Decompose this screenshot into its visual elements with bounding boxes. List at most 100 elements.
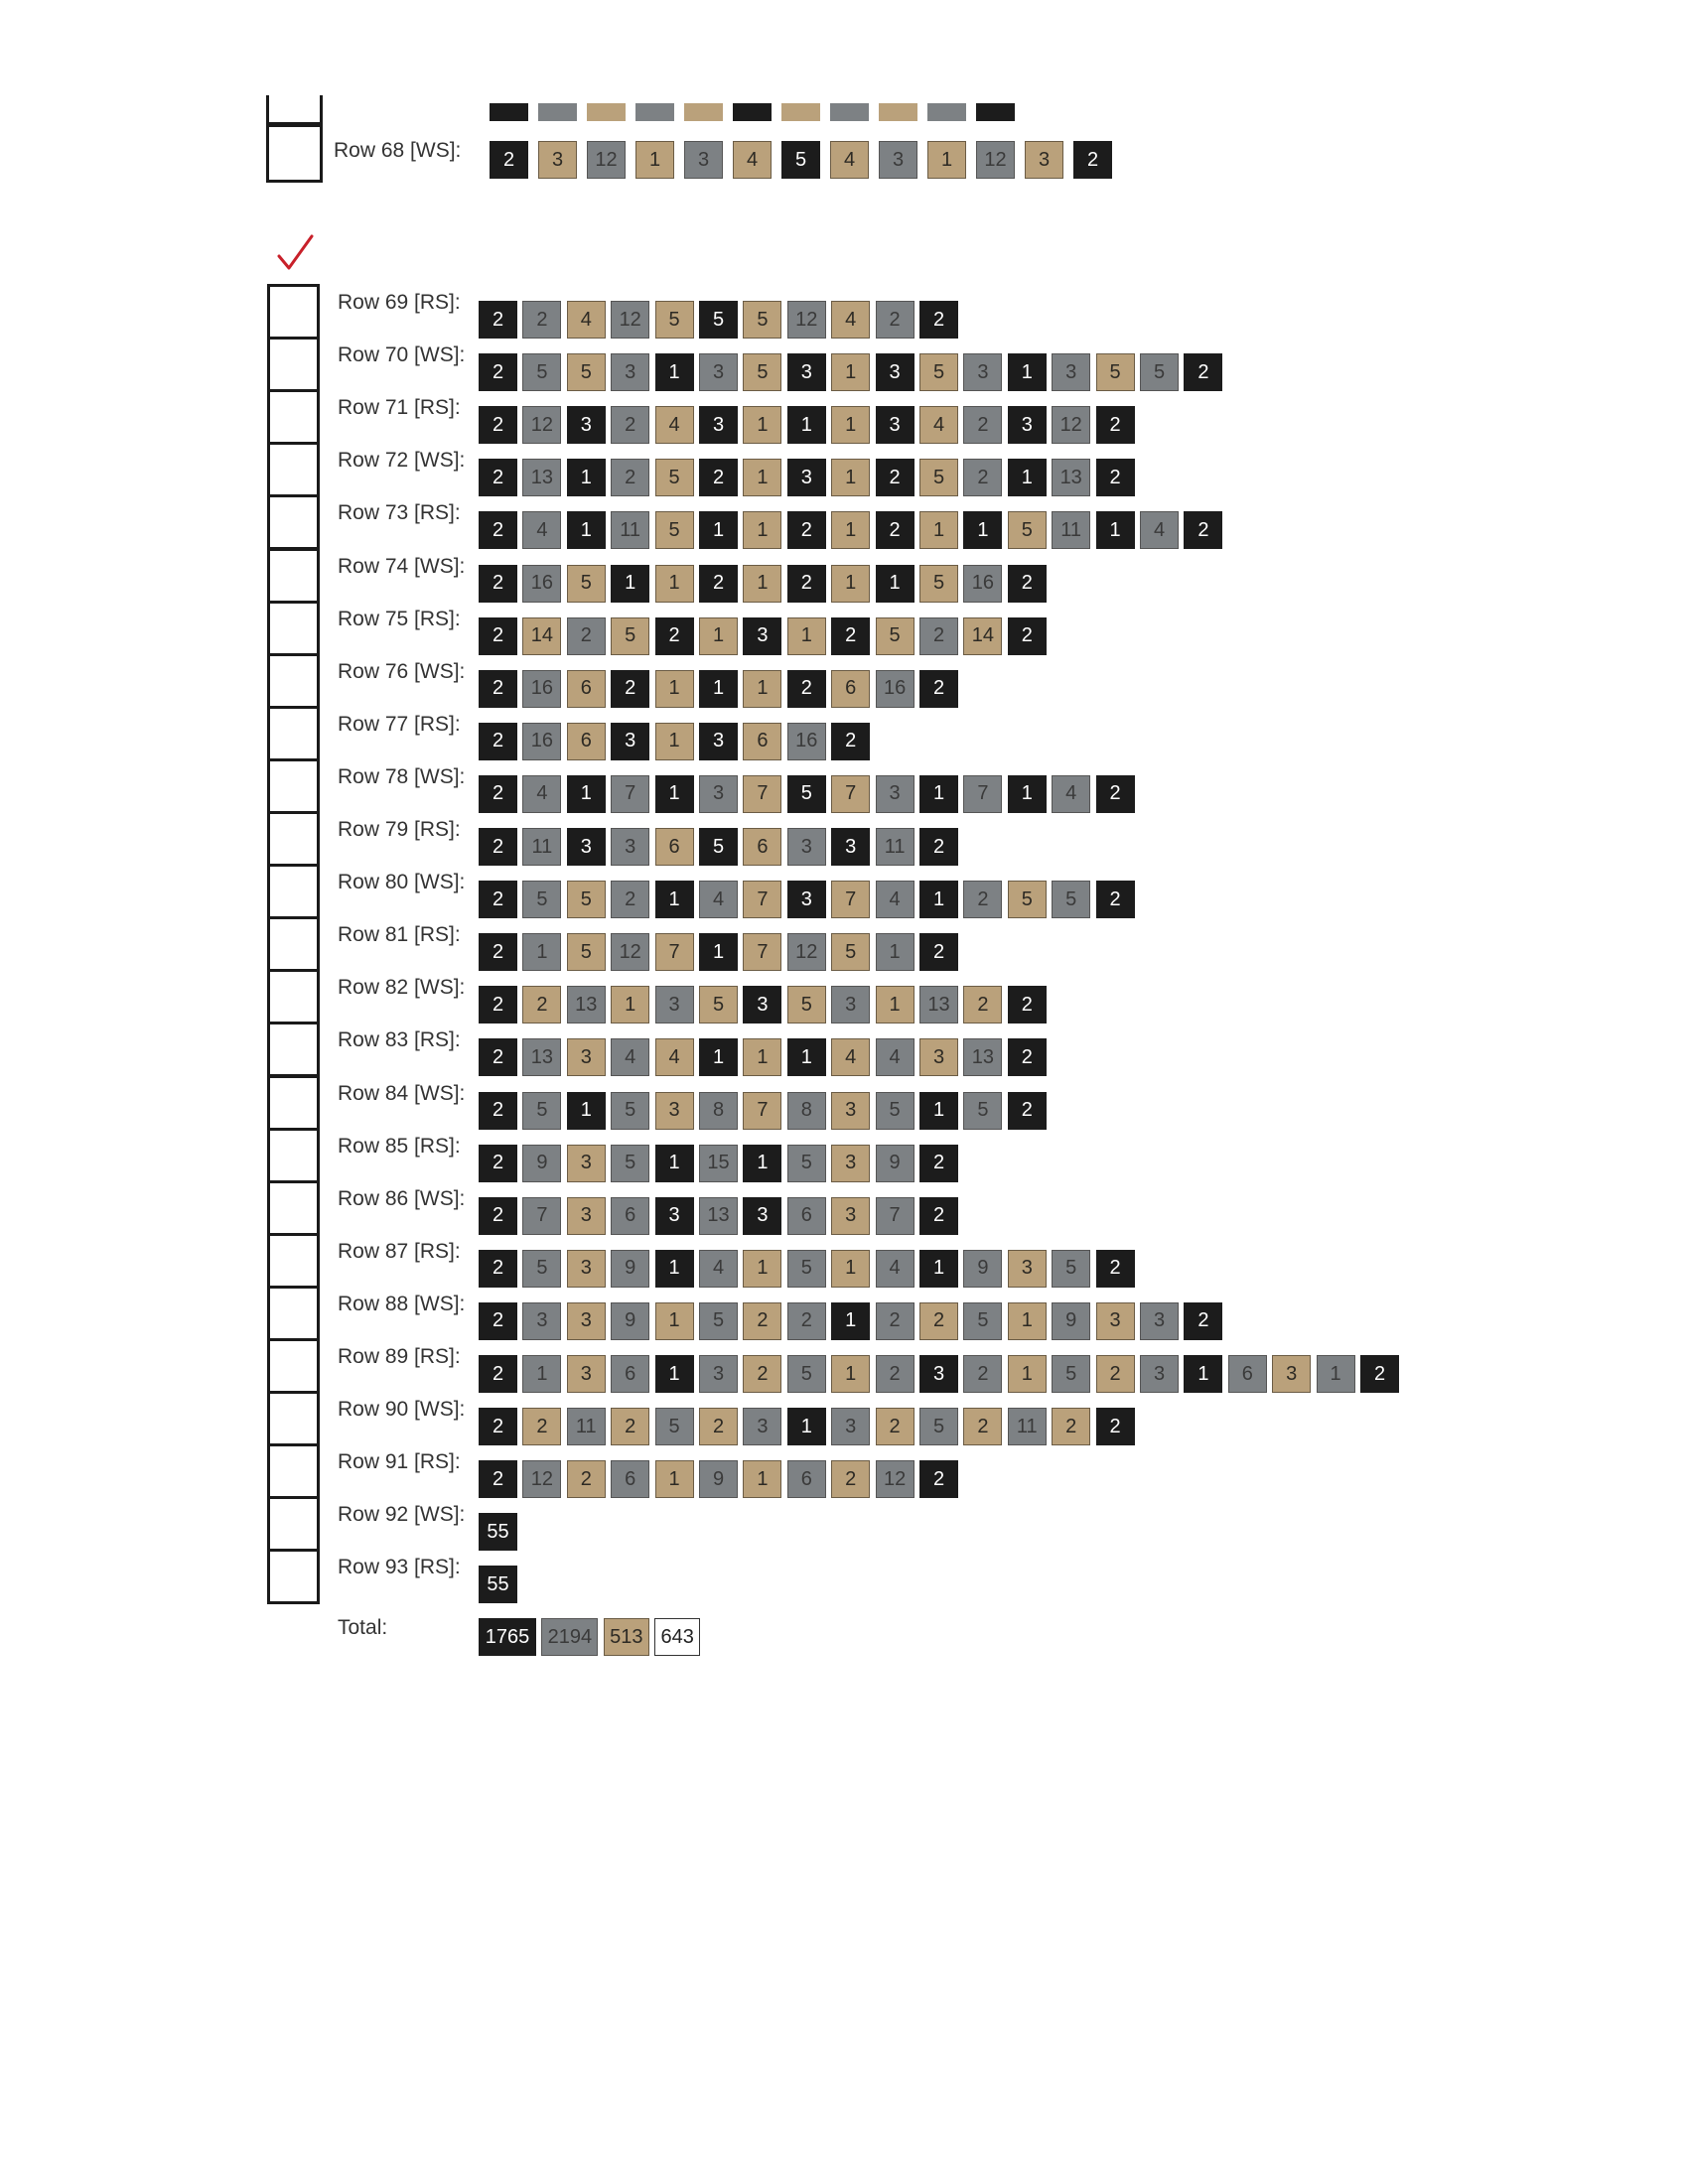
checkbox [267, 969, 320, 1025]
stitch-cell: 6 [786, 1196, 826, 1235]
stitch-cell: 9 [963, 1249, 1003, 1288]
stitch-cell: 1 [654, 1144, 694, 1182]
stitch-cell: 3 [831, 1196, 871, 1235]
stitch-cell: 1 [1007, 1301, 1047, 1340]
stitch-cell: 2 [919, 933, 958, 972]
stitch-cell: 3 [699, 774, 738, 813]
stitch-cell: 3 [831, 828, 871, 866]
stitch-cell: 1 [831, 1249, 871, 1288]
row-label: Row 78 [WS]: [338, 764, 466, 788]
stitch-cell: 3 [875, 774, 914, 813]
stitch-cell: 4 [831, 1038, 871, 1077]
stitch-cell: 2 [1095, 406, 1135, 445]
stitch-cell: 1 [1184, 1355, 1223, 1393]
stitch-cell: 1 [875, 986, 914, 1024]
stitch-cell: 1 [654, 774, 694, 813]
stitch-cell: 1 [654, 881, 694, 919]
stitch-cell: 2 [743, 1355, 782, 1393]
stitch-cell: 1 [743, 511, 782, 550]
stitch-cell: 5 [1052, 881, 1091, 919]
row-label: Row 91 [RS]: [338, 1450, 461, 1474]
stitch-cell: 2 [1007, 564, 1047, 603]
stitch-cell: 5 [699, 1301, 738, 1340]
stitch-cell: 3 [786, 828, 826, 866]
row-label: Row 69 [RS]: [338, 291, 461, 314]
row-label: Row 82 [WS]: [338, 976, 466, 1000]
stitch-cell: 5 [654, 301, 694, 339]
stitch-cell: 2 [743, 1301, 782, 1340]
stitch-cell: 3 [566, 1249, 606, 1288]
stitch-cell: 9 [699, 1460, 738, 1499]
stitch-cell: 3 [1140, 1301, 1179, 1340]
stitch-cell: 2 [963, 1408, 1003, 1446]
stitch-cell: 2 [699, 459, 738, 497]
stitch-cell: 3 [611, 353, 650, 392]
stitch-cell: 3 [831, 1408, 871, 1446]
checkbox [267, 547, 320, 604]
stitch-cell: 3 [1052, 353, 1091, 392]
stitch-cell: 3 [611, 828, 650, 866]
checkbox [266, 124, 323, 183]
stitch-cell: 5 [654, 459, 694, 497]
stitch-cell: 3 [743, 1196, 782, 1235]
stitch-cell: 2 [479, 1355, 517, 1393]
stitch-cell: 2 [699, 1408, 738, 1446]
stitch-cell: 2 [919, 1144, 958, 1182]
stitch-cell: 3 [699, 1355, 738, 1393]
row-label: Row 74 [WS]: [338, 554, 466, 578]
stitch-cell: 5 [566, 933, 606, 972]
stitch-cell: 4 [831, 301, 871, 339]
stitch-cell: 4 [699, 1249, 738, 1288]
stitch-cell: 2 [479, 353, 517, 392]
stitch-cell: 3 [699, 722, 738, 760]
row-label: Row 85 [RS]: [338, 1134, 461, 1158]
stitch-cell: 1 [1007, 353, 1047, 392]
stitch-cell: 1 [654, 669, 694, 708]
stitch-cell: 2 [1095, 1249, 1135, 1288]
stitch-cell: 2 [963, 1355, 1003, 1393]
stitch-cell: 2 [875, 511, 914, 550]
stitch-cell: 4 [654, 1038, 694, 1077]
stitch-cell: 3 [963, 353, 1003, 392]
stitch-cell: 2 [479, 301, 517, 339]
checkbox [267, 1127, 320, 1183]
stitch-cell: 5 [786, 1355, 826, 1393]
stitch-cell: 3 [831, 1091, 871, 1130]
stitch-cell: 1 [919, 511, 958, 550]
stitch-cell: 2 [786, 1301, 826, 1340]
stitch-cell: 2 [831, 722, 871, 760]
stitch-cell: 2 [875, 459, 914, 497]
stitch-cell: 5 [919, 564, 958, 603]
stitch-cell: 2194 [541, 1618, 599, 1656]
checkbox [267, 1022, 320, 1078]
checkbox [267, 389, 320, 446]
stitch-cell: 1 [743, 1144, 782, 1182]
stitch-cell: 13 [566, 986, 606, 1024]
stitch-cell: 2 [611, 1408, 650, 1446]
stitch-cell: 11 [566, 1408, 606, 1446]
stitch-cell: 3 [919, 1355, 958, 1393]
stitch-cell: 1 [919, 774, 958, 813]
stitch-cell: 1 [654, 353, 694, 392]
stitch-cell: 2 [611, 459, 650, 497]
stitch-cell: 6 [566, 722, 606, 760]
stitch-cell: 6 [611, 1460, 650, 1499]
stitch-cell: 1 [611, 564, 650, 603]
checkbox [267, 811, 320, 868]
stitch-cell: 4 [522, 774, 562, 813]
stitch-cell: 5 [786, 774, 826, 813]
stitch-cell: 1 [1007, 459, 1047, 497]
stitch-cell: 2 [1095, 881, 1135, 919]
checkbox [267, 705, 320, 761]
stitch-cell: 2 [963, 986, 1003, 1024]
stitch-cell: 2 [1052, 1408, 1091, 1446]
stitch-cell: 5 [1140, 353, 1179, 392]
stitch-cell: 3 [654, 986, 694, 1024]
stitch-cell: 16 [522, 722, 562, 760]
stitch-cell: 11 [875, 828, 914, 866]
stitch-cell: 2 [919, 1460, 958, 1499]
stitch-cell: 2 [1007, 1091, 1047, 1130]
stitch-cell: 1 [743, 459, 782, 497]
stitch-cell: 2 [1007, 616, 1047, 655]
stitch-cell: 4 [919, 406, 958, 445]
